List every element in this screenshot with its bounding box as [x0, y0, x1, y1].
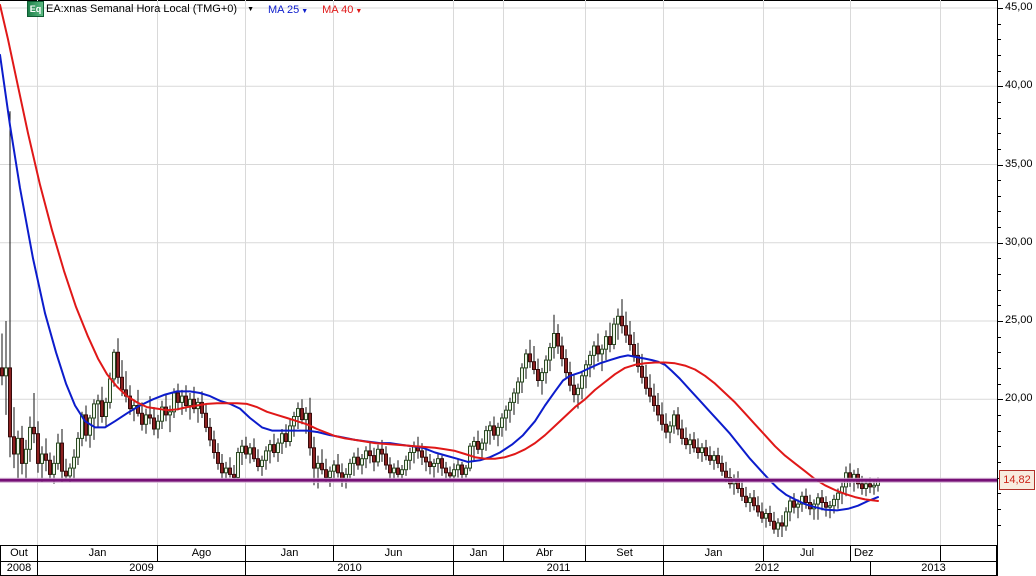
window-top-border: [0, 0, 1036, 1]
price-minor-tick: [998, 195, 1001, 197]
price-minor-tick: [998, 211, 1001, 213]
price-minor-tick: [998, 352, 1001, 354]
month-cell: Dez: [850, 546, 940, 561]
price-minor-tick: [998, 493, 1001, 495]
price-minor-tick: [998, 258, 1001, 260]
price-minor-tick: [998, 508, 1001, 510]
ma40-label[interactable]: MA 40: [322, 4, 354, 16]
ma25-indicator: MA 25 ▼: [268, 4, 312, 16]
ma40-indicator: MA 40 ▼: [322, 4, 366, 16]
price-minor-tick: [998, 70, 1001, 72]
month-cell: Jan: [37, 546, 157, 561]
candlestick-chart: [0, 0, 997, 545]
month-cell: Out: [0, 546, 37, 561]
price-minor-tick: [998, 524, 1001, 526]
ma25-label[interactable]: MA 25: [268, 4, 300, 16]
price-major-tick: [998, 86, 1003, 88]
price-minor-tick: [998, 383, 1001, 385]
candlestick-series: [0, 111, 880, 537]
price-minor-tick: [998, 289, 1001, 291]
price-minor-tick: [998, 180, 1001, 182]
price-minor-tick: [998, 23, 1001, 25]
price-minor-tick: [998, 430, 1001, 432]
price-minor-tick: [998, 148, 1001, 150]
price-major-tick: [998, 8, 1003, 9]
price-minor-tick: [998, 305, 1001, 307]
month-cell: Jan: [663, 546, 763, 561]
ma25-chevron-down-icon[interactable]: ▼: [301, 8, 309, 15]
instrument-chevron-down-icon[interactable]: ▼: [247, 5, 254, 13]
price-minor-tick: [998, 274, 1001, 276]
price-minor-tick: [998, 39, 1001, 41]
price-axis-label: 35,00: [1005, 157, 1033, 170]
month-cell: Jul: [763, 546, 850, 561]
price-axis-label: 40,00: [1005, 79, 1033, 92]
price-minor-tick: [998, 227, 1001, 229]
month-cell: Set: [585, 546, 663, 561]
year-cell: 2011: [453, 561, 663, 575]
price-major-tick: [998, 399, 1003, 401]
year-row: 2008 2009 2010 2011 2012 2013: [0, 561, 997, 576]
month-cell: Ago: [157, 546, 245, 561]
price-axis-label: 25,00: [1005, 314, 1033, 326]
last-price-line: [0, 477, 997, 483]
price-major-tick: [998, 164, 1003, 166]
year-cell: 2010: [245, 561, 453, 575]
year-cell: 2009: [37, 561, 245, 575]
price-major-tick: [998, 242, 1003, 244]
price-axis: 45,00 40,00 35,00 30,00 25,00 20,00 14,82: [997, 0, 1036, 576]
time-axis: Out Jan Ago Jan Jun Jan Abr Set Jan Jul Dez 2008 20…: [0, 545, 997, 576]
price-minor-tick: [998, 414, 1001, 416]
price-minor-tick: [998, 133, 1001, 135]
price-minor-tick: [998, 367, 1001, 369]
month-row: Out Jan Ago Jan Jun Jan Abr Set Jan Jul Dez: [0, 545, 997, 562]
month-cell: Jan: [453, 546, 503, 561]
instrument-title[interactable]: EA:xnas Semanal Hora Local (TMG+0): [46, 3, 238, 15]
ma40-chevron-down-icon[interactable]: ▼: [355, 8, 363, 15]
price-axis-label: 45,00: [1005, 1, 1033, 13]
price-minor-tick: [998, 54, 1001, 56]
instrument-type-badge: Eq: [27, 1, 44, 17]
price-major-tick: [998, 321, 1003, 322]
ma40-line: [0, 3, 879, 502]
month-cell: Abr: [503, 546, 585, 561]
price-axis-label: 30,00: [1005, 235, 1033, 248]
price-minor-tick: [998, 446, 1001, 448]
price-minor-tick: [998, 461, 1001, 463]
price-minor-tick: [998, 117, 1001, 119]
month-cell: Jan: [245, 546, 333, 561]
month-cell: Jun: [333, 546, 453, 561]
price-minor-tick: [998, 336, 1001, 338]
ma25-line: [0, 53, 879, 512]
year-cell: 2012: [663, 561, 870, 575]
last-price-tag: 14,82: [999, 470, 1035, 491]
year-cell: 2013: [870, 561, 997, 575]
indicator-list: MA 25 ▼ MA 40 ▼: [258, 0, 366, 18]
year-cell: 2008: [0, 561, 37, 575]
month-cell: [940, 546, 997, 561]
chart-header: Eq EA:xnas Semanal Hora Local (TMG+0) ▼ …: [27, 1, 366, 17]
plot-area[interactable]: Eq EA:xnas Semanal Hora Local (TMG+0) ▼ …: [0, 0, 997, 545]
price-axis-label: 20,00: [1005, 392, 1033, 405]
price-minor-tick: [998, 101, 1001, 103]
